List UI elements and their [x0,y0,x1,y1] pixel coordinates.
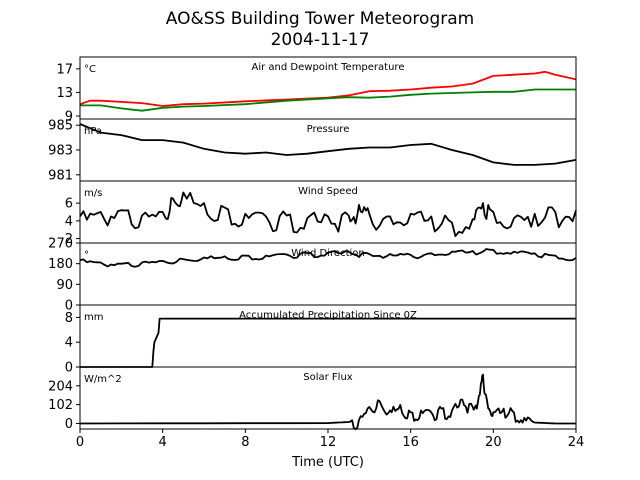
y-tick-label-3-2: 180 [48,257,73,272]
series-line-0-1 [80,88,576,112]
y-tick-label-3-3: 270 [48,237,73,252]
panel-unit-2: m/s [84,188,102,199]
series-line-3-0 [79,248,577,268]
panel-title-2: Wind Speed [298,186,358,197]
y-tick-label-1-0: 981 [48,168,73,183]
y-tick-label-4-0: 0 [65,361,73,376]
y-tick-label-4-2: 8 [65,311,73,326]
panel-title-3: Wind Direction [291,248,365,259]
series-line-2-0 [79,191,577,238]
panel-title-4: Accumulated Precipitation Since 0Z [239,310,417,321]
panel-3: 0 90 180 270 ° Wind Direction [48,237,577,314]
series-line-0-0 [79,70,577,107]
y-tick-label-3-0: 0 [65,299,73,314]
y-tick-label-2-1: 4 [65,214,73,229]
y-tick-label-1-1: 983 [48,144,73,159]
chart-title-line1: AO&SS Building Tower Meteorogram [166,9,474,29]
panel-title-5: Solar Flux [303,372,353,383]
y-tick-label-2-0: 2 [65,232,73,247]
x-tick-label-6: 24 [568,435,585,450]
x-tick-label-4: 16 [402,435,419,450]
panel-title-1: Pressure [307,124,350,135]
y-tick-label-0-2: 17 [56,62,73,77]
x-axis-label: Time (UTC) [291,455,364,470]
x-tick-label-3: 12 [320,435,337,450]
x-tick-label-2: 8 [241,435,249,450]
y-tick-label-0-0: 9 [65,110,73,125]
x-tick-label-5: 20 [485,435,502,450]
y-tick-label-5-0: 0 [65,417,73,432]
panel-1: 981 983 985 hPa Pressure [48,118,577,183]
y-tick-label-1-2: 985 [48,119,73,134]
y-tick-label-2-2: 6 [65,197,73,212]
panel-2: 2 4 6 m/s Wind Speed [65,180,577,247]
panel-unit-1: hPa [84,126,102,137]
y-tick-label-3-1: 90 [56,278,73,293]
series-line-4-0 [80,317,576,368]
panel-4: 0 4 8 mm Accumulated Precipitation Since 0Z [65,304,577,376]
panel-unit-3: ° [84,250,89,261]
series-line-1-0 [79,123,577,166]
panel-unit-0: °C [84,64,96,75]
x-tick-label-0: 0 [76,435,84,450]
y-tick-label-0-1: 13 [56,86,73,101]
y-tick-label-4-1: 4 [65,336,73,351]
panel-title-0: Air and Dewpoint Temperature [252,62,405,73]
chart-title-line2: 2004-11-17 [271,30,370,50]
x-tick-label-1: 4 [159,435,167,450]
x-axis: 0 4 8 12 16 20 24 [76,429,584,450]
panel-0: 9 13 17 °C Air and Dewpoint Temperature [56,56,577,125]
panel-unit-5: W/m^2 [84,374,122,385]
panel-5: 0 102 204 W/m^2 Solar Flux [48,366,577,432]
y-tick-label-5-2: 204 [48,379,73,394]
y-tick-label-5-1: 102 [48,398,73,413]
panel-unit-4: mm [84,312,103,323]
series-line-5-0 [79,373,576,431]
